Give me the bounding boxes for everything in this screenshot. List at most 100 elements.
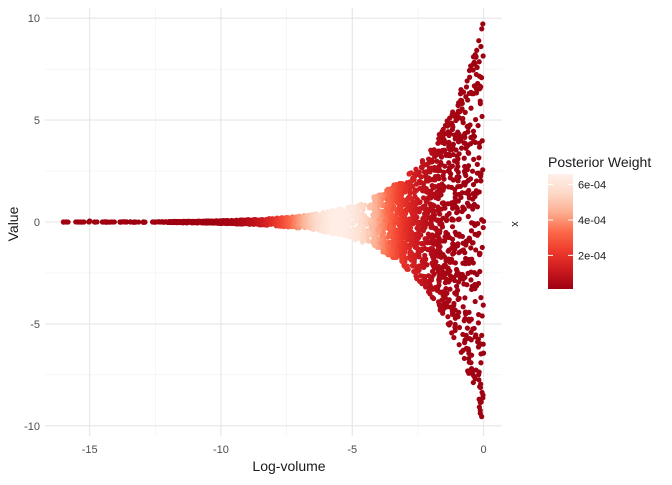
data-point bbox=[473, 367, 479, 373]
data-point bbox=[468, 277, 474, 283]
data-point bbox=[473, 247, 479, 253]
data-point bbox=[474, 47, 480, 53]
data-point bbox=[443, 229, 449, 236]
data-point bbox=[470, 379, 476, 386]
data-point bbox=[478, 360, 484, 366]
data-point bbox=[465, 149, 471, 156]
data-point bbox=[476, 144, 483, 150]
data-point bbox=[460, 260, 466, 266]
data-point bbox=[427, 201, 433, 207]
y-tick-label: 0 bbox=[34, 217, 40, 229]
legend-tick-label: 6e-04 bbox=[578, 180, 606, 192]
data-point bbox=[468, 105, 474, 111]
data-point bbox=[447, 175, 453, 181]
data-point bbox=[124, 219, 130, 225]
data-point bbox=[463, 84, 470, 90]
data-point bbox=[461, 168, 468, 174]
data-point bbox=[445, 184, 452, 190]
data-point bbox=[480, 302, 486, 308]
data-point bbox=[478, 295, 484, 301]
data-point bbox=[460, 240, 466, 246]
x-tick-label: -15 bbox=[82, 444, 98, 456]
data-point bbox=[454, 153, 460, 159]
legend: Posterior Weight 2e-04 4e-04 6e-04 bbox=[548, 154, 651, 289]
data-point bbox=[452, 290, 458, 296]
data-point bbox=[428, 147, 434, 153]
data-point bbox=[475, 320, 481, 326]
data-point bbox=[466, 316, 472, 322]
data-point bbox=[425, 231, 431, 237]
data-point bbox=[371, 194, 377, 200]
data-point bbox=[136, 219, 142, 225]
data-point bbox=[466, 67, 473, 74]
data-point bbox=[458, 349, 464, 355]
data-point bbox=[452, 315, 458, 321]
data-point bbox=[463, 145, 469, 151]
data-point bbox=[473, 178, 480, 184]
data-point bbox=[428, 224, 434, 231]
data-point bbox=[446, 144, 452, 150]
data-point bbox=[476, 372, 482, 378]
data-point bbox=[452, 190, 458, 197]
data-point bbox=[473, 71, 479, 78]
data-point bbox=[471, 202, 477, 208]
data-point bbox=[455, 102, 461, 109]
data-point bbox=[449, 308, 455, 314]
legend-tick-label: 2e-04 bbox=[578, 250, 606, 262]
data-point bbox=[449, 126, 456, 132]
data-point bbox=[475, 344, 482, 350]
data-point bbox=[435, 204, 441, 210]
data-point bbox=[452, 229, 458, 235]
data-point bbox=[406, 171, 412, 177]
data-point bbox=[65, 219, 71, 225]
data-point bbox=[336, 214, 342, 221]
data-point bbox=[423, 198, 429, 205]
data-points bbox=[60, 21, 487, 420]
x-tick-labels: -15 -10 -5 0 bbox=[82, 444, 487, 456]
data-point bbox=[453, 117, 459, 124]
data-point bbox=[111, 219, 117, 225]
data-point bbox=[454, 210, 460, 216]
data-point bbox=[469, 220, 475, 226]
data-point bbox=[444, 212, 450, 218]
data-point bbox=[465, 368, 471, 374]
data-point bbox=[472, 298, 478, 305]
data-point bbox=[463, 190, 469, 196]
data-point bbox=[385, 225, 391, 231]
x-axis-title: Log-volume bbox=[252, 458, 325, 474]
data-point bbox=[419, 258, 425, 265]
data-point bbox=[464, 78, 470, 84]
data-point bbox=[445, 321, 451, 327]
data-point bbox=[434, 158, 440, 164]
data-point bbox=[479, 217, 485, 223]
data-point bbox=[436, 277, 442, 283]
data-point bbox=[425, 156, 432, 162]
data-point bbox=[345, 205, 351, 211]
data-point bbox=[445, 168, 451, 174]
data-point bbox=[456, 324, 463, 331]
data-point bbox=[429, 183, 435, 189]
data-point bbox=[476, 140, 482, 146]
data-point bbox=[442, 122, 449, 128]
data-point bbox=[460, 204, 466, 210]
data-point bbox=[445, 314, 451, 320]
data-point bbox=[447, 273, 454, 279]
data-point bbox=[384, 187, 390, 194]
data-point bbox=[477, 98, 483, 104]
data-point bbox=[419, 157, 426, 164]
data-point bbox=[94, 219, 100, 225]
data-point bbox=[466, 90, 472, 96]
data-point bbox=[449, 224, 456, 230]
y-tick-label: 10 bbox=[28, 13, 40, 25]
data-point bbox=[411, 268, 417, 275]
data-point bbox=[435, 299, 442, 305]
data-point bbox=[435, 140, 441, 146]
data-point bbox=[464, 200, 471, 206]
data-point bbox=[471, 83, 477, 89]
data-point bbox=[476, 404, 482, 410]
y-tick-label: -10 bbox=[24, 421, 40, 433]
data-point bbox=[436, 131, 442, 138]
data-point bbox=[440, 173, 446, 179]
